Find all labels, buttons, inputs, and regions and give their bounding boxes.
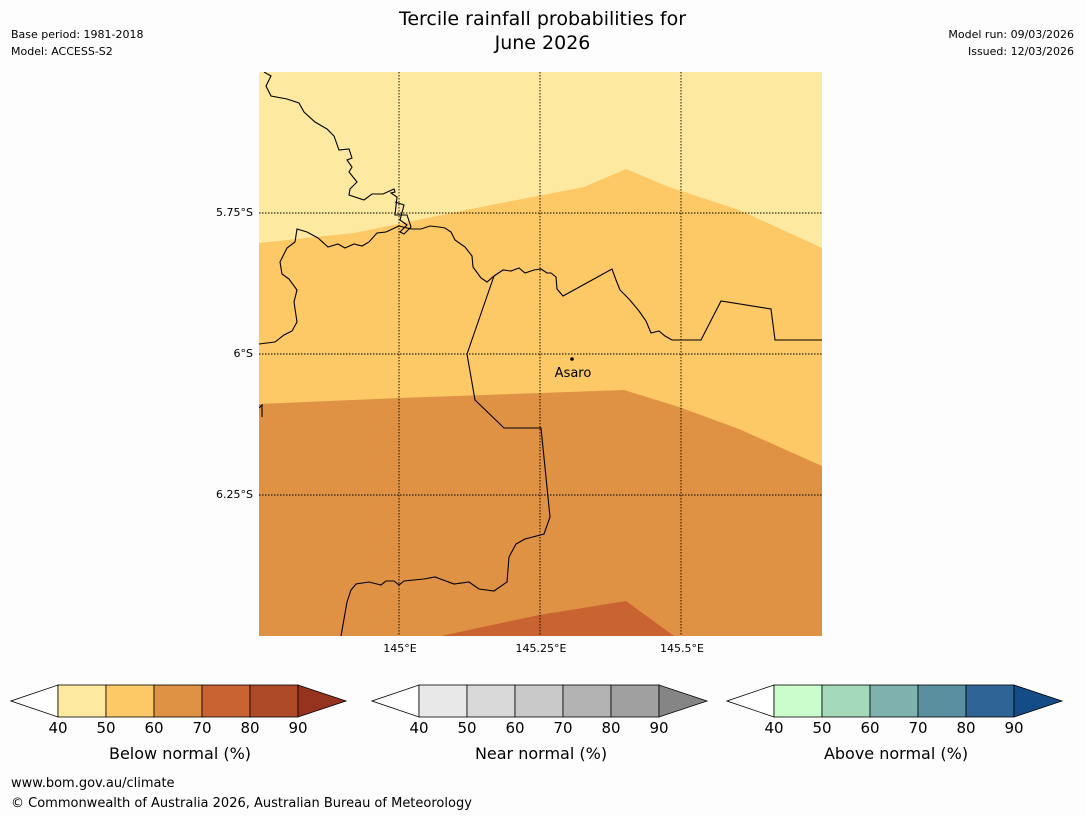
zone-60-70 (259, 390, 822, 636)
colorbar-arrow-high (297, 684, 348, 718)
colorbar-segment (201, 684, 251, 718)
lon-label-145-5: 145.5°E (660, 642, 704, 655)
issued-date: Issued: 12/03/2026 (967, 45, 1074, 58)
coastline-sw (259, 403, 263, 417)
colorbar-tick-label: 60 (144, 719, 164, 737)
lat-label-5-75: 5.75°S (216, 206, 253, 219)
colorbar-tick-label: 40 (409, 719, 429, 737)
colorbar-arrow-high (1013, 684, 1064, 718)
colorbar-segment (105, 684, 155, 718)
colorbar-segment (153, 684, 203, 718)
legend-title-above: Above normal (%) (823, 744, 969, 763)
colorbar-tick-label: 50 (457, 719, 477, 737)
legend-below-normal: Below normal (%) 40 50 60 70 80 90 (9, 684, 350, 763)
colorbar-tick-label: 80 (601, 719, 621, 737)
colorbar-tick-label: 90 (649, 719, 669, 737)
footer-copyright: © Commonwealth of Australia 2026, Austra… (11, 796, 472, 811)
colorbar-arrow-low (9, 684, 59, 718)
colorbar-segment (869, 684, 919, 718)
asaro-marker (570, 357, 574, 361)
legend-title-below: Below normal (%) (108, 744, 252, 763)
colorbar-segment (514, 684, 564, 718)
colorbar-tick-label: 70 (908, 719, 928, 737)
colorbar-segment (562, 684, 612, 718)
coastline-north (263, 72, 412, 235)
coastline-and-borders (259, 72, 822, 636)
colorbar-tick-label: 80 (240, 719, 260, 737)
legend-title-near: Near normal (%) (474, 744, 608, 763)
lat-label-6-25: 6.25°S (216, 488, 253, 501)
colorbar-tick-label: 90 (1004, 719, 1024, 737)
title-line-1: Tercile rainfall probabilities for (398, 8, 687, 30)
colorbar-near-normal (370, 684, 709, 718)
colorbar-arrow-high (658, 684, 709, 718)
colorbar-tick-label: 70 (553, 719, 573, 737)
rainfall-probability-map[interactable]: Asaro (259, 72, 822, 636)
base-period: Base period: 1981-2018 (11, 28, 144, 41)
colorbar-tick-label: 80 (956, 719, 976, 737)
colorbar-segment (965, 684, 1015, 718)
colorbar-tick-label: 50 (812, 719, 832, 737)
meta-right: Model run: 09/03/2026 Issued: 12/03/2026 (948, 26, 1074, 60)
title-line-2: June 2026 (494, 32, 591, 54)
coastline-west (259, 225, 412, 345)
footer: www.bom.gov.au/climate © Commonwealth of… (11, 774, 472, 814)
legend-near-normal: Near normal (%) 40 50 60 70 80 90 (370, 684, 711, 763)
colorbar-tick-label: 70 (192, 719, 212, 737)
colorbar-above-normal (725, 684, 1064, 718)
colorbar-segment (821, 684, 871, 718)
province-boundary (340, 275, 551, 636)
model-name: Model: ACCESS-S2 (11, 45, 113, 58)
asaro-label: Asaro (555, 366, 592, 381)
colorbar-segment (249, 684, 299, 718)
colorbar-tick-label: 60 (860, 719, 880, 737)
legend-above-normal: Above normal (%) 40 50 60 70 80 90 (725, 684, 1066, 763)
meta-left: Base period: 1981-2018 Model: ACCESS-S2 (11, 26, 143, 60)
lon-label-145: 145°E (383, 642, 417, 655)
colorbar-segment (773, 684, 823, 718)
colorbar-segment (917, 684, 967, 718)
colorbar-segment (610, 684, 660, 718)
footer-url[interactable]: www.bom.gov.au/climate (11, 776, 175, 791)
colorbar-tick-label: 40 (48, 719, 68, 737)
colorbar-tick-label: 50 (96, 719, 116, 737)
map-title: Tercile rainfall probabilities for June … (0, 7, 1085, 55)
colorbar-below-normal (9, 684, 348, 718)
colorbar-tick-label: 60 (505, 719, 525, 737)
colorbar-segment (57, 684, 107, 718)
lat-label-6: 6°S (233, 347, 253, 360)
model-run: Model run: 09/03/2026 (948, 28, 1074, 41)
border-central (411, 225, 822, 341)
colorbar-arrow-low (725, 684, 775, 718)
graticule (259, 72, 822, 636)
zone-70-80 (441, 601, 674, 636)
colorbar-tick-label: 90 (288, 719, 308, 737)
colorbar-segment (418, 684, 468, 718)
colorbar-segment (466, 684, 516, 718)
colorbar-tick-label: 40 (764, 719, 784, 737)
lon-label-145-25: 145.25°E (515, 642, 567, 655)
colorbar-arrow-low (370, 684, 420, 718)
